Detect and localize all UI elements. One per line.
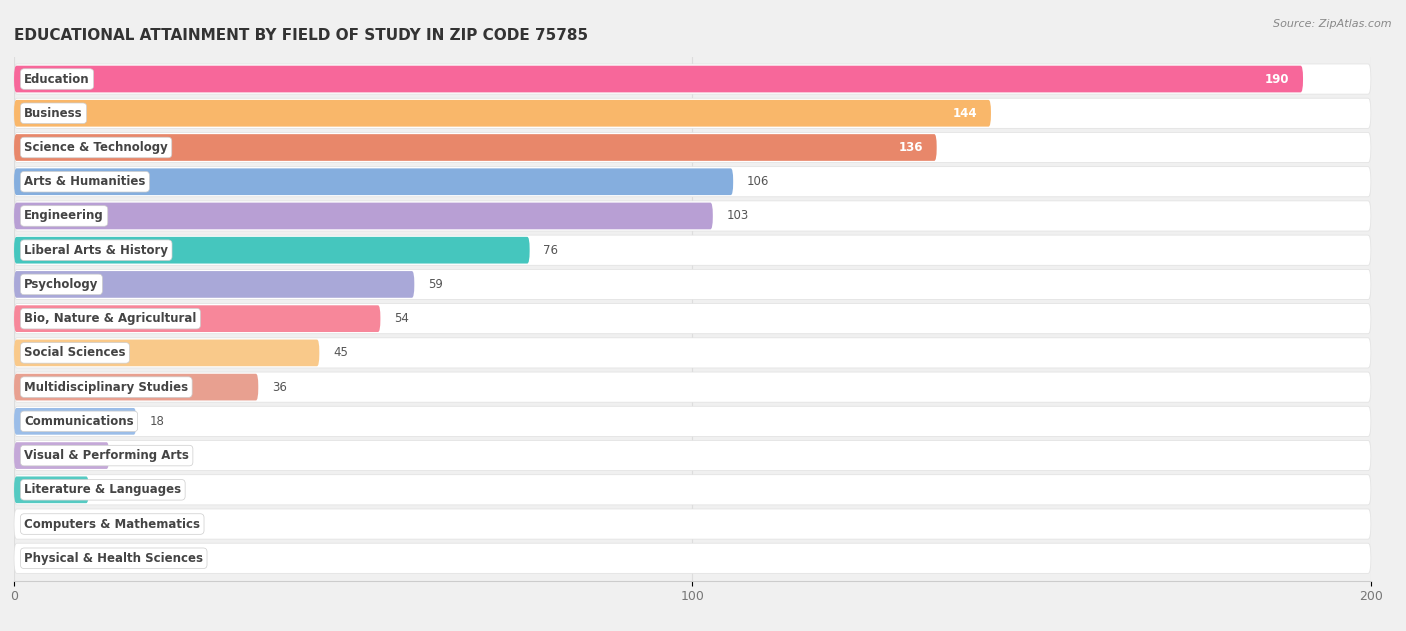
FancyBboxPatch shape xyxy=(14,134,936,161)
FancyBboxPatch shape xyxy=(14,237,530,264)
FancyBboxPatch shape xyxy=(14,372,1371,402)
FancyBboxPatch shape xyxy=(14,338,1371,368)
Text: EDUCATIONAL ATTAINMENT BY FIELD OF STUDY IN ZIP CODE 75785: EDUCATIONAL ATTAINMENT BY FIELD OF STUDY… xyxy=(14,28,588,43)
Text: 36: 36 xyxy=(271,380,287,394)
FancyBboxPatch shape xyxy=(14,168,733,195)
FancyBboxPatch shape xyxy=(14,98,1371,128)
Text: Physical & Health Sciences: Physical & Health Sciences xyxy=(24,551,204,565)
Text: 18: 18 xyxy=(150,415,165,428)
Text: Psychology: Psychology xyxy=(24,278,98,291)
Text: 59: 59 xyxy=(427,278,443,291)
FancyBboxPatch shape xyxy=(14,167,1371,197)
Text: 11: 11 xyxy=(103,483,117,497)
Text: Visual & Performing Arts: Visual & Performing Arts xyxy=(24,449,190,462)
Text: 190: 190 xyxy=(1265,73,1289,86)
Text: Computers & Mathematics: Computers & Mathematics xyxy=(24,517,200,531)
FancyBboxPatch shape xyxy=(14,406,1371,437)
Text: Multidisciplinary Studies: Multidisciplinary Studies xyxy=(24,380,188,394)
FancyBboxPatch shape xyxy=(14,509,1371,539)
FancyBboxPatch shape xyxy=(14,235,1371,265)
Text: 14: 14 xyxy=(122,449,138,462)
Text: Communications: Communications xyxy=(24,415,134,428)
Text: 136: 136 xyxy=(898,141,924,154)
FancyBboxPatch shape xyxy=(14,440,1371,471)
Text: 76: 76 xyxy=(543,244,558,257)
Text: Source: ZipAtlas.com: Source: ZipAtlas.com xyxy=(1274,19,1392,29)
Text: 144: 144 xyxy=(953,107,977,120)
Text: Social Sciences: Social Sciences xyxy=(24,346,125,360)
Text: Bio, Nature & Agricultural: Bio, Nature & Agricultural xyxy=(24,312,197,325)
Text: 54: 54 xyxy=(394,312,409,325)
Text: Arts & Humanities: Arts & Humanities xyxy=(24,175,146,188)
Text: Liberal Arts & History: Liberal Arts & History xyxy=(24,244,169,257)
FancyBboxPatch shape xyxy=(14,305,381,332)
Text: Engineering: Engineering xyxy=(24,209,104,223)
FancyBboxPatch shape xyxy=(14,408,136,435)
Text: Business: Business xyxy=(24,107,83,120)
Text: 106: 106 xyxy=(747,175,769,188)
FancyBboxPatch shape xyxy=(14,543,1371,574)
FancyBboxPatch shape xyxy=(14,374,259,401)
FancyBboxPatch shape xyxy=(14,442,110,469)
FancyBboxPatch shape xyxy=(14,304,1371,334)
FancyBboxPatch shape xyxy=(14,201,1371,231)
Text: Education: Education xyxy=(24,73,90,86)
FancyBboxPatch shape xyxy=(14,475,1371,505)
FancyBboxPatch shape xyxy=(14,339,319,366)
FancyBboxPatch shape xyxy=(14,269,1371,300)
Text: Literature & Languages: Literature & Languages xyxy=(24,483,181,497)
Text: 0: 0 xyxy=(34,551,42,565)
FancyBboxPatch shape xyxy=(14,66,1303,92)
Text: 103: 103 xyxy=(727,209,748,223)
FancyBboxPatch shape xyxy=(14,476,89,503)
Text: 45: 45 xyxy=(333,346,347,360)
FancyBboxPatch shape xyxy=(14,100,991,127)
FancyBboxPatch shape xyxy=(14,271,415,298)
FancyBboxPatch shape xyxy=(14,133,1371,163)
Text: 0: 0 xyxy=(34,517,42,531)
FancyBboxPatch shape xyxy=(14,64,1371,94)
Text: Science & Technology: Science & Technology xyxy=(24,141,167,154)
FancyBboxPatch shape xyxy=(14,203,713,229)
